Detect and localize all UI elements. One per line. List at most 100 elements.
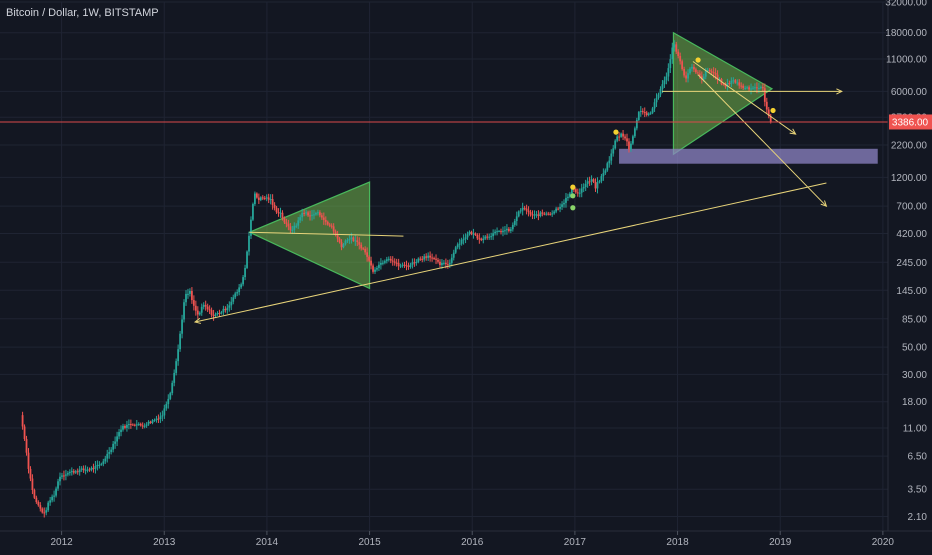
candle-body	[362, 248, 365, 250]
candle-body	[92, 467, 95, 469]
candle-body	[102, 461, 105, 464]
candle-body	[301, 212, 304, 218]
candle-body	[756, 87, 758, 89]
candle-body	[681, 61, 684, 70]
candle-body	[307, 212, 309, 216]
candle-body	[224, 308, 227, 311]
candle-body	[590, 179, 593, 182]
candle-body	[645, 112, 648, 116]
candle-body	[683, 69, 686, 76]
candle-body	[159, 416, 162, 420]
price-axis-panel[interactable]	[888, 0, 932, 531]
candle-body	[476, 235, 479, 239]
candle-body	[612, 148, 615, 154]
candle-body	[265, 197, 268, 199]
candle-body	[618, 136, 621, 138]
x-tick-label: 2018	[666, 537, 689, 548]
candle-body	[181, 319, 183, 334]
candle-body	[216, 312, 219, 315]
candle-body	[630, 143, 632, 150]
candle-body	[165, 404, 168, 409]
candle-body	[450, 257, 453, 263]
candle-body	[511, 224, 514, 230]
candle-body	[637, 112, 640, 121]
candle-body	[305, 212, 307, 214]
candle-body	[106, 453, 109, 459]
candle-body	[129, 424, 132, 426]
candle-body	[397, 262, 400, 267]
candle-body	[39, 505, 42, 509]
trend-line	[697, 74, 827, 207]
candle-body	[114, 441, 117, 444]
candle-body	[435, 258, 437, 260]
candle-body	[63, 475, 65, 477]
price-axis[interactable]: 32000.0018000.0011000.006000.003700.0022…	[885, 0, 927, 523]
candle-body	[86, 469, 89, 471]
candle-body	[236, 292, 239, 294]
candle-body	[45, 510, 48, 513]
candle-body	[504, 230, 506, 232]
candle-body	[126, 424, 128, 428]
candle-body	[539, 212, 542, 216]
candle-body	[64, 474, 67, 476]
time-axis[interactable]: 2012 2013 2014 2015 2016 2017 2018 2019 2020	[50, 531, 894, 548]
candle-body	[271, 199, 274, 205]
candle-body	[255, 193, 258, 198]
candle-body	[55, 488, 57, 496]
candle-body	[632, 136, 634, 144]
candle-body	[557, 208, 559, 210]
candle-body	[543, 213, 546, 215]
candle-body	[287, 223, 290, 227]
x-tick-label: 2017	[564, 537, 587, 548]
candle-body	[726, 82, 729, 87]
candle-body	[218, 312, 221, 314]
candle-body	[23, 426, 26, 440]
last-price-badge	[889, 114, 932, 130]
candle-body	[43, 512, 46, 514]
x-tick-label: 2016	[461, 537, 484, 548]
x-tick-label: 2020	[872, 537, 895, 548]
candle-body	[248, 235, 250, 252]
candle-body	[700, 75, 703, 80]
candle-body	[342, 244, 345, 248]
candle-body	[464, 237, 467, 240]
candle-body	[494, 231, 496, 234]
candle-body	[370, 260, 372, 266]
candle-body	[336, 234, 339, 239]
candle-body	[356, 240, 359, 243]
candle-body	[714, 72, 717, 75]
candle-body	[380, 263, 382, 265]
candle-body	[293, 225, 296, 230]
candle-body	[565, 197, 567, 203]
candle-body	[498, 231, 500, 233]
candle-body	[728, 82, 731, 84]
candle-body	[588, 181, 591, 183]
candle-body	[324, 219, 327, 222]
candle-body	[309, 215, 311, 217]
candle-body	[78, 469, 81, 473]
candle-body	[765, 101, 768, 110]
candle-body	[120, 429, 122, 433]
horizontal-ray-arrowhead	[836, 88, 843, 95]
candle-body	[624, 136, 626, 139]
candle-body	[602, 173, 605, 177]
candle-body	[417, 258, 420, 263]
candle-body	[183, 302, 185, 320]
candle-body	[29, 468, 32, 479]
candle-body	[578, 192, 581, 194]
candle-body	[254, 193, 256, 205]
candle-body	[163, 408, 166, 416]
candle-body	[759, 87, 762, 89]
candle-body	[506, 228, 508, 231]
candle-body	[383, 261, 386, 263]
candle-body	[303, 212, 306, 214]
candle-body	[633, 128, 636, 137]
candle-body	[567, 196, 569, 198]
candle-body	[553, 211, 556, 214]
candle-body	[35, 497, 38, 502]
candle-body	[549, 213, 552, 215]
candle-body	[76, 471, 79, 473]
candle-body	[37, 501, 40, 506]
candle-body	[710, 71, 713, 73]
